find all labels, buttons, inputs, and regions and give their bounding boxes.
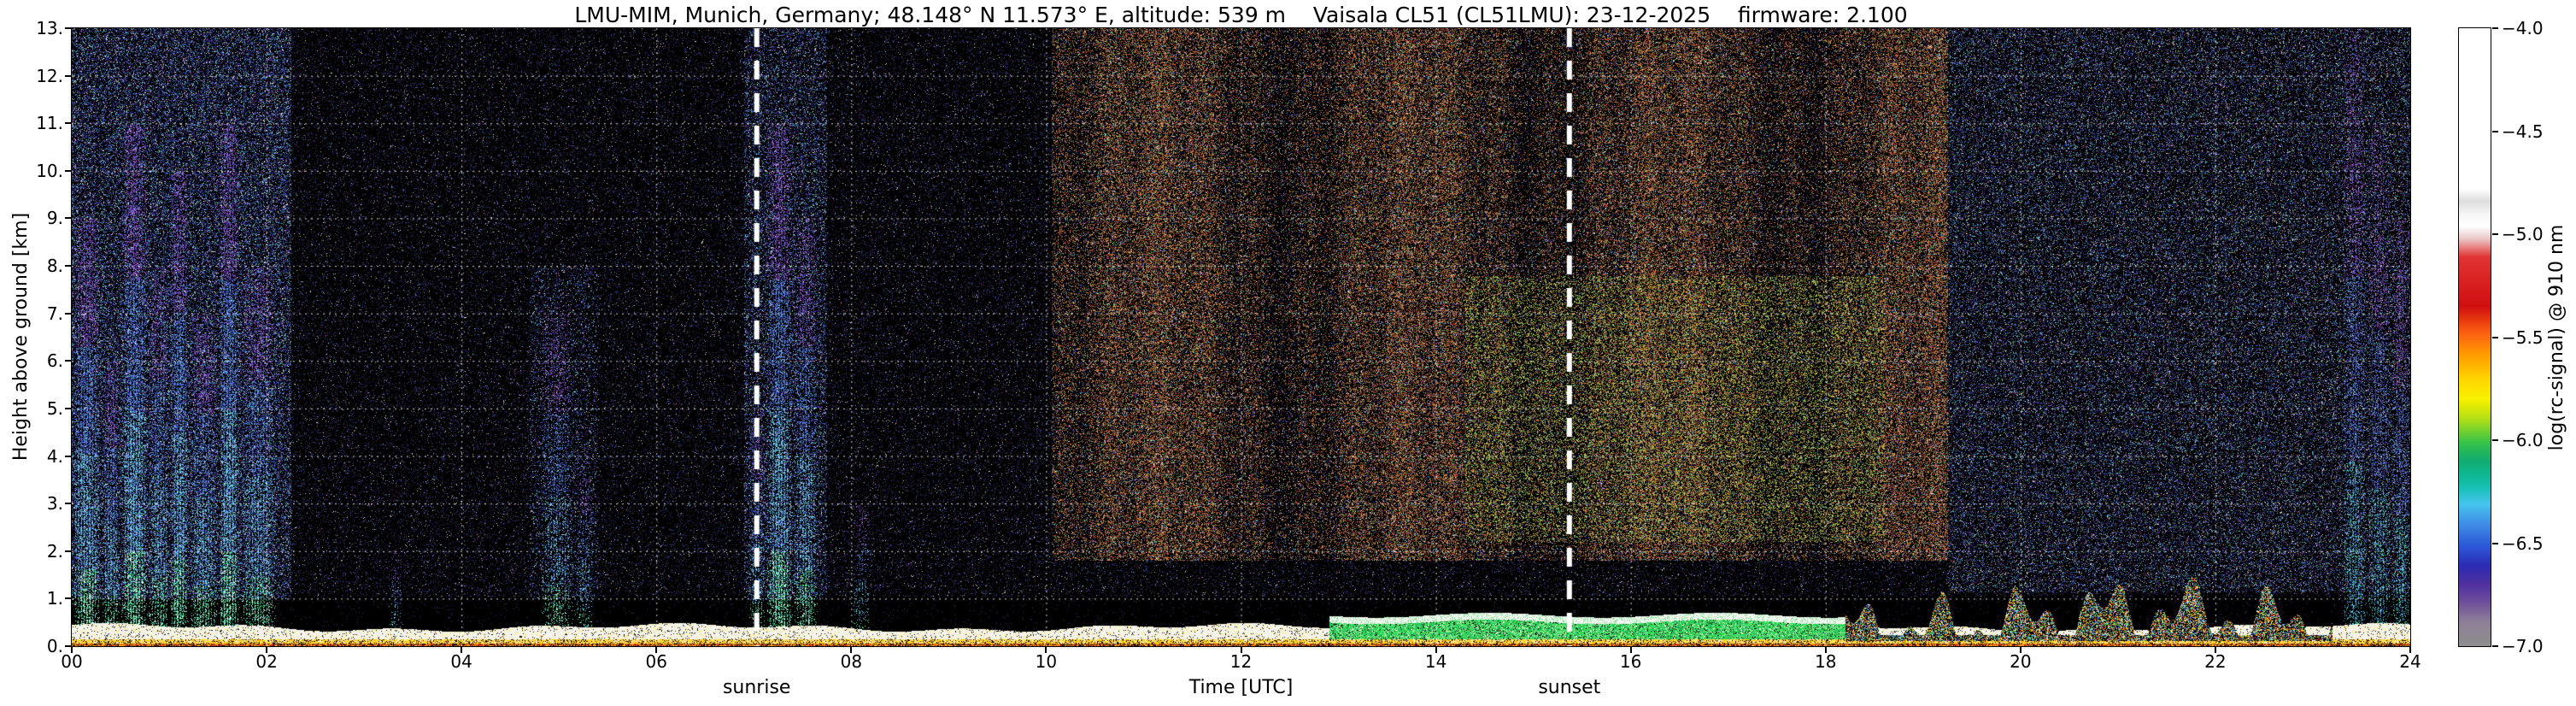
x-tick-mark (266, 647, 267, 653)
y-tick-label: 5. (22, 398, 63, 419)
y-tick-mark (65, 645, 71, 647)
x-axis-label: Time [UTC] (1189, 677, 1294, 698)
colorbar-tick-mark (2492, 337, 2498, 338)
y-tick-mark (65, 122, 71, 124)
x-tick-mark (1045, 647, 1047, 653)
x-tick-label: 22 (2204, 651, 2226, 672)
y-tick-label: 6. (22, 350, 63, 371)
x-tick-mark (1825, 647, 1827, 653)
plot-area (71, 27, 2411, 647)
x-tick-mark (2215, 647, 2216, 653)
colorbar-tick-label: −5.5 (2502, 327, 2544, 348)
heatmap-canvas (72, 28, 2410, 646)
y-tick-mark (65, 170, 71, 172)
y-tick-mark (65, 408, 71, 409)
y-tick-label: 9. (22, 208, 63, 228)
y-tick-label: 10. (22, 161, 63, 181)
x-tick-label: 08 (841, 651, 862, 672)
colorbar-tick-label: −7.0 (2502, 636, 2544, 656)
y-tick-label: 11. (22, 113, 63, 133)
x-tick-label: 18 (1815, 651, 1836, 672)
colorbar-gradient (2459, 28, 2491, 646)
x-tick-mark (2409, 647, 2411, 653)
colorbar-label: log(rc-signal) @ 910 nm (2546, 225, 2567, 451)
y-tick-mark (65, 597, 71, 599)
y-tick-label: 0. (22, 636, 63, 656)
colorbar-tick-label: −6.5 (2502, 533, 2544, 554)
y-tick-label: 3. (22, 493, 63, 514)
y-tick-label: 4. (22, 446, 63, 467)
colorbar-tick-mark (2492, 645, 2498, 647)
x-tick-label: 10 (1036, 651, 1057, 672)
colorbar-tick-mark (2492, 27, 2498, 29)
x-tick-mark (1630, 647, 1632, 653)
figure-title: LMU-MIM, Munich, Germany; 48.148° N 11.5… (72, 3, 2410, 27)
colorbar-tick-mark (2492, 233, 2498, 235)
x-tick-label: 06 (646, 651, 667, 672)
ceilometer-quicklook-figure: LMU-MIM, Munich, Germany; 48.148° N 11.5… (0, 0, 2576, 706)
y-tick-label: 8. (22, 256, 63, 276)
x-tick-mark (655, 647, 657, 653)
x-tick-label: 04 (450, 651, 472, 672)
y-tick-mark (65, 27, 71, 29)
colorbar (2458, 27, 2491, 647)
y-tick-label: 13. (22, 18, 63, 38)
y-axis-label: Height above ground [km] (10, 213, 32, 461)
y-tick-mark (65, 75, 71, 77)
colorbar-tick-mark (2492, 543, 2498, 544)
y-tick-mark (65, 313, 71, 315)
x-tick-label: 16 (1620, 651, 1641, 672)
y-tick-label: 7. (22, 303, 63, 324)
y-tick-mark (65, 456, 71, 457)
x-tick-mark (461, 647, 462, 653)
x-tick-label: 20 (2010, 651, 2031, 672)
x-tick-label: 00 (61, 651, 82, 672)
y-tick-mark (65, 217, 71, 219)
y-tick-mark (65, 550, 71, 552)
y-tick-label: 1. (22, 588, 63, 609)
x-tick-mark (850, 647, 852, 653)
colorbar-tick-label: −4.0 (2502, 18, 2544, 38)
annotation-label-sunset: sunset (1538, 677, 1600, 698)
y-tick-mark (65, 265, 71, 267)
x-tick-label: 02 (255, 651, 277, 672)
x-tick-mark (1435, 647, 1437, 653)
colorbar-tick-label: −5.0 (2502, 224, 2544, 244)
y-tick-mark (65, 360, 71, 362)
colorbar-tick-label: −6.0 (2502, 430, 2544, 450)
y-tick-label: 2. (22, 541, 63, 562)
x-tick-label: 14 (1425, 651, 1446, 672)
y-tick-mark (65, 503, 71, 504)
x-tick-label: 12 (1230, 651, 1252, 672)
x-tick-mark (2020, 647, 2021, 653)
x-tick-mark (71, 647, 73, 653)
annotation-label-sunrise: sunrise (723, 677, 791, 698)
y-tick-label: 12. (22, 66, 63, 86)
colorbar-tick-mark (2492, 131, 2498, 132)
x-tick-label: 24 (2399, 651, 2421, 672)
colorbar-tick-mark (2492, 439, 2498, 441)
x-tick-mark (1241, 647, 1242, 653)
colorbar-tick-label: −4.5 (2502, 121, 2544, 142)
